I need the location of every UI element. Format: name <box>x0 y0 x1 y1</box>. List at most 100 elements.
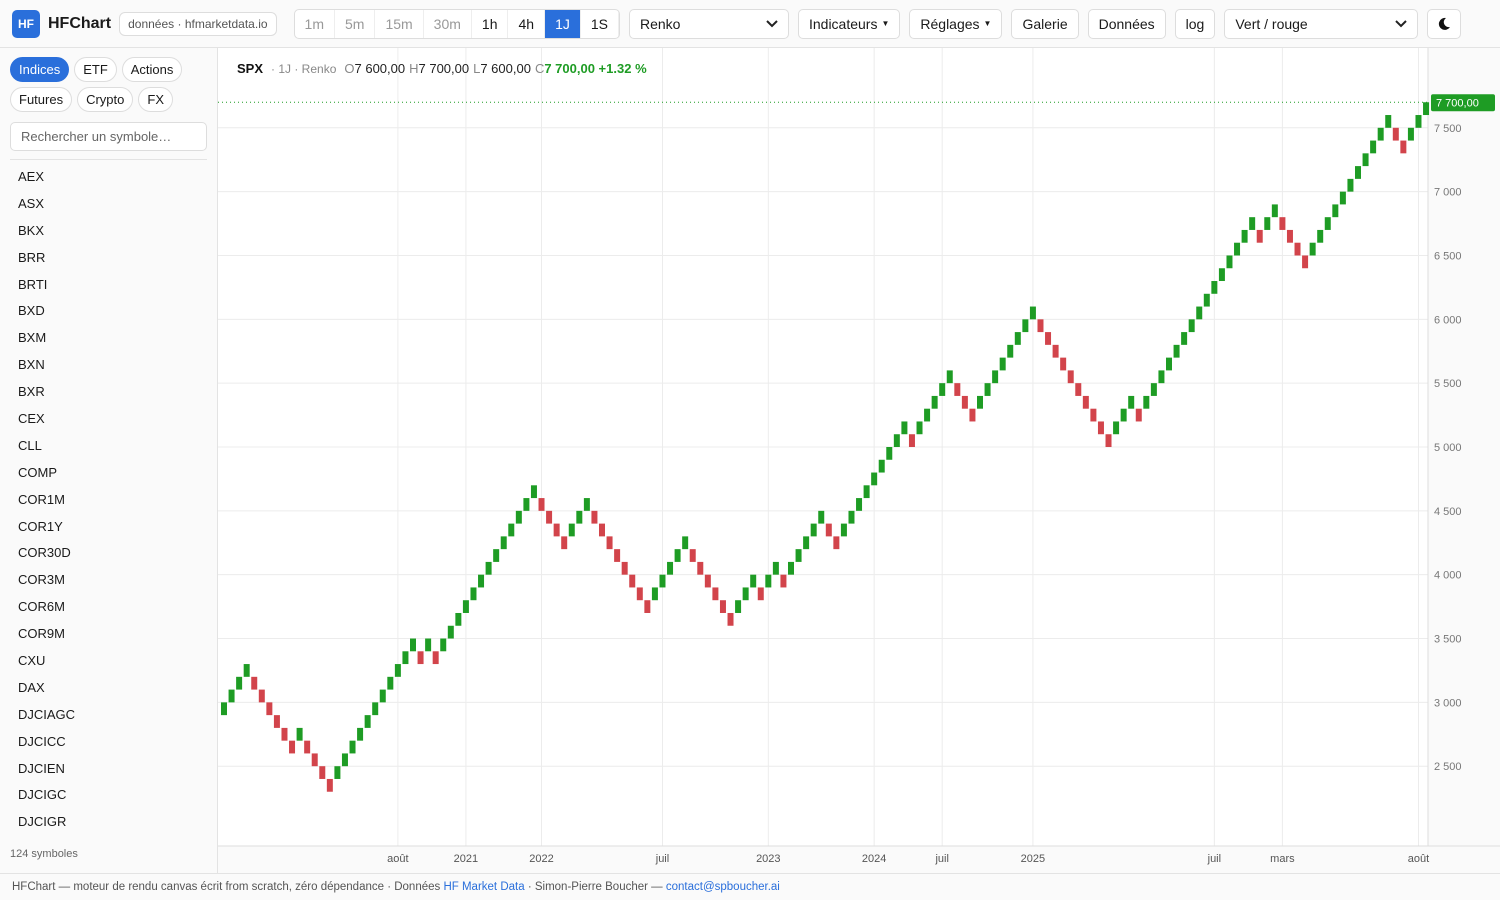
data-button[interactable]: Données <box>1087 8 1166 39</box>
renko-brick <box>394 664 401 677</box>
symbol-item[interactable]: DJCIAGC <box>18 706 76 722</box>
timeframe-button[interactable]: 1S <box>581 9 619 38</box>
timeframe-button[interactable]: 1J <box>545 9 581 38</box>
symbol-item[interactable]: BXR <box>18 384 45 400</box>
category-tab[interactable]: Futures <box>10 87 73 112</box>
renko-brick <box>651 587 658 601</box>
ohlc-key: O <box>344 61 354 76</box>
gallery-button[interactable]: Galerie <box>1011 8 1079 39</box>
renko-brick <box>1166 357 1172 371</box>
renko-brick <box>833 536 840 550</box>
symbol-item[interactable]: COR30D <box>18 545 71 561</box>
renko-brick <box>1370 140 1377 154</box>
renko-brick <box>1264 217 1271 230</box>
symbol-item[interactable]: COMP <box>18 464 57 480</box>
renko-brick <box>591 510 598 524</box>
renko-brick <box>1211 281 1218 294</box>
log-button[interactable]: log <box>1174 8 1216 39</box>
renko-brick <box>485 561 492 575</box>
renko-brick <box>1339 191 1346 205</box>
renko-brick <box>939 383 946 396</box>
settings-button[interactable]: Réglages ▼ <box>909 8 1003 39</box>
footer-link[interactable]: contact@spboucher.ai <box>665 881 780 893</box>
symbol-item[interactable]: ASX <box>18 195 45 211</box>
symbol-item[interactable]: CXU <box>18 653 46 669</box>
symbol-list: AEX ASX BKX BRR BRTI BXD BXM BXN BXR CEX CLL COMP CO… <box>10 159 207 836</box>
category-tab[interactable]: Indices <box>10 57 70 82</box>
symbol-item[interactable]: BRR <box>18 249 46 265</box>
renko-brick <box>455 612 462 626</box>
symbol-item[interactable]: DJCIEN <box>18 760 65 776</box>
symbol-item[interactable]: BXM <box>18 330 47 346</box>
timeframe-button[interactable]: 1m <box>295 9 335 38</box>
symbol-item[interactable]: AEX <box>18 169 45 184</box>
renko-brick <box>674 549 681 562</box>
footer-text: HFChart — moteur de rendu canvas écrit f… <box>12 881 444 893</box>
timeframe-button[interactable]: 15m <box>375 9 424 38</box>
renko-brick <box>364 715 371 728</box>
renko-brick <box>1415 115 1422 128</box>
timeframe-button[interactable]: 5m <box>335 9 376 38</box>
symbol-item[interactable]: BKX <box>18 222 45 238</box>
symbol-search[interactable] <box>10 122 207 151</box>
renko-brick <box>614 549 621 562</box>
renko-brick <box>697 561 704 575</box>
timeframe-button[interactable]: 1h <box>472 9 509 38</box>
symbol-item[interactable]: CLL <box>18 437 42 453</box>
category-tab[interactable]: FX <box>138 87 173 112</box>
symbol-item[interactable]: COR6M <box>18 599 65 615</box>
category-tab[interactable]: Actions <box>121 57 183 82</box>
symbol-item[interactable]: DAX <box>18 679 45 695</box>
last-price-label: 7 700,00 <box>1436 97 1479 109</box>
renko-brick <box>1332 204 1339 218</box>
y-tick-label: 5 500 <box>1434 378 1462 390</box>
symbol-item[interactable]: COR1M <box>18 491 65 507</box>
renko-brick <box>750 574 757 588</box>
renko-brick <box>258 689 265 703</box>
renko-brick <box>1256 229 1263 243</box>
renko-brick <box>1271 204 1278 218</box>
symbol-item[interactable]: DJCIGR <box>18 814 67 830</box>
renko-brick <box>1362 153 1369 167</box>
renko-brick <box>462 600 469 613</box>
category-tab[interactable]: ETF <box>74 57 117 82</box>
ohlc-value: 7 600,00 <box>355 61 406 76</box>
symbol-item[interactable]: DJCIGC <box>18 787 67 803</box>
ohlc-key: C <box>535 61 544 76</box>
symbol-item[interactable]: COR3M <box>18 572 65 588</box>
renko-brick <box>576 510 583 524</box>
renko-brick <box>1135 408 1142 422</box>
palette-select[interactable]: Vert / rouge <box>1224 8 1419 39</box>
category-tab[interactable]: Crypto <box>77 87 134 112</box>
button-label: Indicateurs <box>808 15 878 32</box>
renko-brick <box>273 715 280 728</box>
renko-brick <box>440 638 447 652</box>
ohlc-key: L <box>473 61 480 76</box>
button-label: Réglages <box>920 15 980 32</box>
symbol-item[interactable]: COR9M <box>18 626 65 642</box>
theme-toggle[interactable] <box>1427 8 1462 39</box>
renko-brick <box>553 523 560 537</box>
y-tick-label: 7 000 <box>1434 187 1462 199</box>
indicators-button[interactable]: Indicateurs ▼ <box>797 8 901 39</box>
chart-type-select[interactable]: Renko <box>628 8 789 39</box>
symbol-item[interactable]: BXD <box>18 303 45 319</box>
symbol-item[interactable]: BXN <box>18 357 45 373</box>
renko-brick <box>470 587 477 601</box>
symbol-item[interactable]: COR1Y <box>18 518 63 534</box>
renko-brick <box>1309 242 1316 256</box>
symbol-item[interactable]: CEX <box>18 411 45 427</box>
renko-brick <box>410 638 416 652</box>
renko-brick <box>1105 434 1112 447</box>
footer-link[interactable]: HF Market Data <box>443 881 525 893</box>
symbol-item[interactable]: DJCICC <box>18 733 66 749</box>
renko-brick <box>1400 140 1407 154</box>
renko-brick <box>1286 229 1293 243</box>
timeframe-button[interactable]: 4h <box>508 9 546 38</box>
renko-brick <box>1143 395 1150 409</box>
renko-brick <box>372 702 379 716</box>
timeframe-button[interactable]: 30m <box>424 9 472 38</box>
symbol-item[interactable]: BRTI <box>18 276 48 292</box>
renko-brick <box>999 357 1006 371</box>
